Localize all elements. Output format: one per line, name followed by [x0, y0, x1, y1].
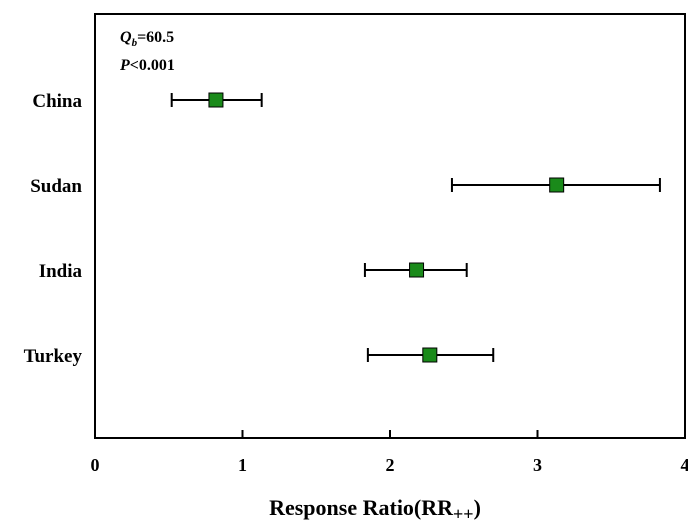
x-axis-label-main: Response Ratio(RR — [269, 495, 454, 520]
category-labels: China Sudan India Turkey — [24, 91, 83, 367]
x-tick-label: 4 — [681, 455, 688, 475]
point-marker — [409, 262, 425, 278]
x-axis-label-subscript: ++ — [453, 504, 474, 522]
p-value-text: <0.001 — [130, 57, 175, 74]
x-axis: 0 1 2 3 4 — [91, 430, 688, 475]
x-tick-label: 2 — [386, 455, 395, 475]
plot-frame — [94, 13, 686, 439]
q-statistic: Qb=60.5 — [120, 29, 174, 49]
p-letter: P — [119, 57, 130, 74]
q-subscript: b — [132, 37, 138, 49]
point-marker — [422, 347, 438, 363]
p-value: P<0.001 — [119, 57, 175, 74]
x-axis-label-close: ) — [474, 495, 481, 520]
category-label: Turkey — [24, 346, 83, 367]
x-tick-label: 0 — [91, 455, 100, 475]
q-letter: Q — [120, 29, 132, 46]
point-marker — [208, 92, 224, 108]
point-marker — [549, 177, 565, 193]
x-tick-label: 3 — [533, 455, 542, 475]
x-axis-label: Response Ratio(RR++) — [269, 495, 481, 522]
x-tick-label: 1 — [238, 455, 247, 475]
q-value: =60.5 — [137, 29, 174, 46]
data-marks — [170, 92, 661, 363]
category-label: Sudan — [30, 176, 82, 197]
category-label: India — [39, 261, 83, 282]
category-label: China — [32, 91, 82, 112]
